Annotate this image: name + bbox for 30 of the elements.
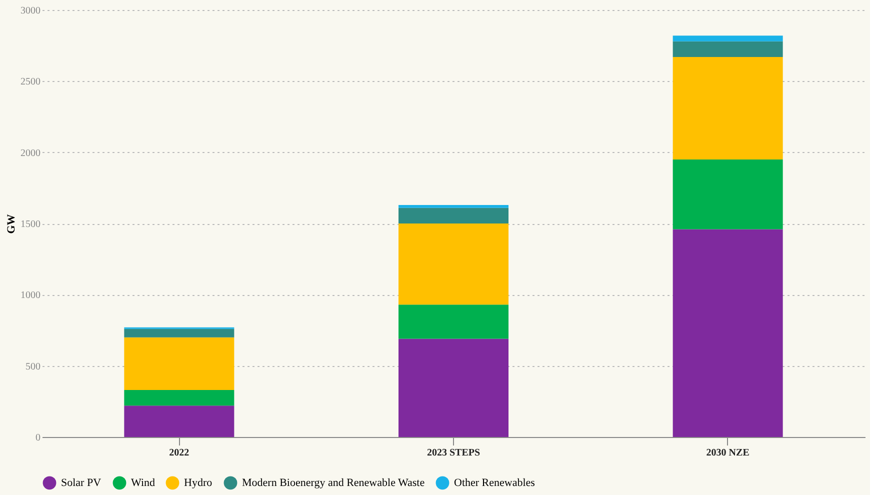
y-tick-label: 3000	[20, 6, 40, 16]
legend-label: Other Renewables	[454, 476, 535, 489]
bar	[672, 56, 783, 160]
x-tick-label: 2030 NZE	[706, 448, 750, 458]
y-tick-label: 0	[36, 432, 40, 444]
x-tick-label: 2022	[169, 448, 190, 458]
y-tick-label: 500	[26, 361, 40, 372]
legend-label: Wind	[131, 476, 156, 489]
y-axis-title: GW	[6, 214, 18, 234]
bar	[124, 406, 234, 437]
y-tick-label: 2000	[20, 148, 40, 159]
bar	[124, 328, 234, 338]
y-tick-label: 1500	[20, 219, 40, 230]
bar	[398, 204, 508, 208]
legend-label: Solar PV	[61, 476, 102, 489]
bar	[398, 338, 508, 437]
y-tick-label: 2500	[20, 76, 40, 88]
bar	[672, 229, 783, 437]
bar	[398, 304, 508, 339]
bar	[672, 41, 783, 57]
bar	[124, 337, 234, 390]
y-tick-label: 1000	[20, 290, 40, 302]
legend-label: Modern Bioenergy and Renewable Waste	[242, 476, 425, 489]
legend-label: Hydro	[184, 476, 213, 489]
x-tick-label: 2023 STEPS	[426, 448, 480, 458]
bar	[398, 224, 508, 305]
bar	[398, 208, 508, 224]
bar	[672, 36, 783, 42]
bar	[672, 159, 783, 230]
bar	[124, 390, 234, 406]
